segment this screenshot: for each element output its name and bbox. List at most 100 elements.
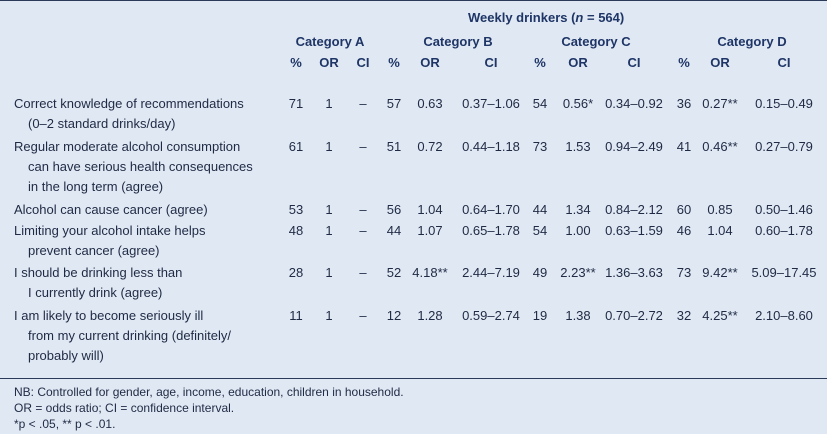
category-header: Category B	[423, 34, 493, 49]
table-cell: 0.60–1.78	[755, 223, 813, 238]
table-cell: 0.27–0.79	[755, 139, 813, 154]
table-cell: 0.85	[707, 202, 733, 217]
table-cell: 1	[325, 308, 333, 323]
table-cell: 19	[532, 308, 548, 323]
table-cell: 1.04	[707, 223, 733, 238]
table-cell: 0.37–1.06	[462, 96, 520, 111]
table-cell: 1.53	[565, 139, 591, 154]
row-label-line: I should be drinking less than	[14, 265, 183, 280]
subcolumn-header: OR	[319, 55, 339, 70]
category-header: Category C	[561, 34, 631, 49]
footnote: OR = odds ratio; CI = confidence interva…	[14, 401, 235, 415]
table-cell: –	[359, 223, 367, 238]
table-cell: –	[359, 202, 367, 217]
table-cell: 56	[386, 202, 402, 217]
table-cell: 1.34	[565, 202, 591, 217]
table-cell: 0.27**	[702, 96, 738, 111]
row-label: Alcohol can cause cancer (agree)	[14, 200, 208, 220]
row-label: I am likely to become seriously ill from …	[14, 306, 231, 366]
row-label: I should be drinking less than I currentl…	[14, 263, 182, 303]
row-label-line: Limiting your alcohol intake helps	[14, 223, 206, 238]
table-cell: 61	[288, 139, 304, 154]
table-cell: 49	[532, 265, 548, 280]
subcolumn-header: %	[388, 55, 400, 70]
super-header: Weekly drinkers (n = 564)	[468, 10, 625, 25]
table-cell: 0.63–1.59	[605, 223, 663, 238]
table-cell: 54	[532, 223, 548, 238]
table-cell: 0.70–2.72	[605, 308, 663, 323]
category-header: Category A	[295, 34, 365, 49]
table-cell: 1.07	[417, 223, 443, 238]
table-cell: 0.56*	[562, 96, 594, 111]
table-cell: 0.46**	[702, 139, 738, 154]
table-cell: 0.34–0.92	[605, 96, 663, 111]
table-cell: 0.64–1.70	[462, 202, 520, 217]
footnote: NB: Controlled for gender, age, income, …	[14, 385, 404, 399]
table-cell: 52	[386, 265, 402, 280]
subcolumn-header: CI	[777, 55, 791, 70]
row-label-line: I am likely to become seriously ill	[14, 308, 204, 323]
row-label-line: Correct knowledge of recommendations	[14, 96, 244, 111]
table-cell: 51	[386, 139, 402, 154]
top-rule	[0, 0, 827, 1]
subcolumn-header: OR	[710, 55, 730, 70]
table-cell: 11	[289, 308, 303, 323]
table-cell: 71	[288, 96, 304, 111]
table-cell: 44	[386, 223, 402, 238]
subcolumn-header: CI	[627, 55, 641, 70]
table-cell: 0.50–1.46	[755, 202, 813, 217]
table-cell: 4.25**	[702, 308, 738, 323]
row-label-line: (0–2 standard drinks/day)	[28, 116, 176, 131]
table-cell: 1	[325, 202, 333, 217]
table-cell: 48	[288, 223, 304, 238]
table-cell: 2.10–8.60	[755, 308, 813, 323]
row-label-line: from my current drinking (definitely/	[28, 328, 232, 343]
table-cell: 60	[676, 202, 692, 217]
table-cell: 1	[325, 265, 333, 280]
table-cell: 0.63	[417, 96, 443, 111]
subcolumn-header: CI	[356, 55, 370, 70]
table-cell: 4.18**	[412, 265, 448, 280]
table-cell: 36	[676, 96, 692, 111]
row-label: Regular moderate alcohol consumption can …	[14, 137, 253, 197]
table-cell: 73	[532, 139, 548, 154]
subcolumn-header: %	[678, 55, 690, 70]
table-cell: 0.84–2.12	[605, 202, 663, 217]
subcolumn-header: %	[534, 55, 546, 70]
table-cell: 46	[676, 223, 692, 238]
table-cell: –	[359, 139, 367, 154]
table-cell: 2.44–7.19	[462, 265, 520, 280]
table-cell: 12	[386, 308, 402, 323]
table-cell: 2.23**	[560, 265, 596, 280]
row-label-line: can have serious health consequences	[28, 159, 253, 174]
subcolumn-header: CI	[484, 55, 498, 70]
table-cell: 9.42**	[702, 265, 738, 280]
table-cell: 0.59–2.74	[462, 308, 520, 323]
subcolumn-header: %	[290, 55, 302, 70]
table-cell: 53	[288, 202, 304, 217]
table-cell: 1.38	[565, 308, 591, 323]
table-cell: 32	[676, 308, 692, 323]
row-label-line: I currently drink (agree)	[28, 285, 163, 300]
table-cell: 1	[325, 223, 333, 238]
table-cell: –	[359, 308, 367, 323]
table-cell: 1.04	[417, 202, 443, 217]
row-label-line: probably will)	[28, 348, 104, 363]
row-label: Correct knowledge of recommendations (0–2…	[14, 94, 244, 134]
table-cell: 44	[532, 202, 548, 217]
row-label-line: Alcohol can cause cancer (agree)	[14, 202, 208, 217]
table-cell: –	[359, 96, 367, 111]
table-cell: 28	[288, 265, 304, 280]
table-cell: 73	[676, 265, 692, 280]
table-cell: 1.00	[565, 223, 591, 238]
row-label-line: prevent cancer (agree)	[28, 243, 160, 258]
table-cell: 54	[532, 96, 548, 111]
table-cell: 1.28	[417, 308, 443, 323]
row-label-line: Regular moderate alcohol consumption	[14, 139, 241, 154]
table-cell: 1	[325, 139, 333, 154]
table-cell: 0.72	[417, 139, 443, 154]
subcolumn-header: OR	[568, 55, 588, 70]
table-cell: 1.36–3.63	[605, 265, 663, 280]
row-label: Limiting your alcohol intake helps preven…	[14, 221, 206, 261]
